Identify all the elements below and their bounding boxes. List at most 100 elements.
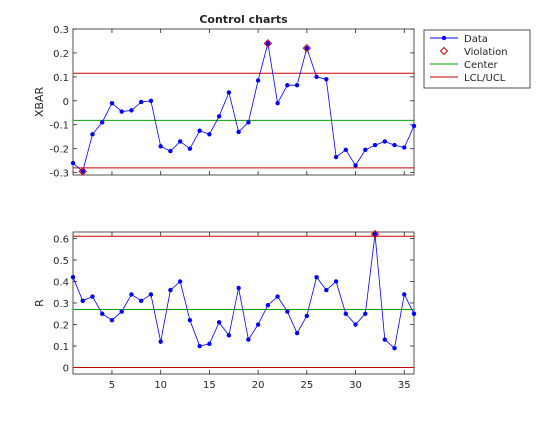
data-point: [411, 311, 417, 316]
data-point: [402, 292, 407, 297]
data-point: [80, 298, 85, 304]
y-tick-label: 0.1: [53, 342, 69, 353]
data-point: [139, 298, 144, 304]
data-point: [275, 294, 280, 299]
violation-marker: [370, 229, 380, 239]
data-point: [226, 90, 232, 95]
data-point: [363, 147, 368, 153]
data-point: [216, 114, 222, 119]
data-point: [236, 285, 241, 291]
data-point: [304, 45, 310, 51]
data-point: [343, 147, 348, 153]
x-tick-label: 15: [203, 380, 216, 391]
data-point: [372, 142, 378, 148]
data-point: [411, 123, 417, 129]
data-point: [324, 287, 329, 293]
y-axis-label: XBAR: [33, 87, 46, 118]
data-point: [255, 322, 261, 327]
chart-title: Control charts: [199, 13, 288, 26]
y-tick-label: -0.3: [49, 169, 69, 180]
data-point: [304, 313, 310, 319]
legend-box: [423, 29, 531, 89]
y-tick-label: 0.4: [53, 277, 69, 288]
legend-label: Data: [464, 34, 488, 45]
data-point: [207, 132, 212, 137]
data-point: [119, 309, 124, 314]
x-tick-label: 35: [398, 380, 411, 391]
data-point: [226, 333, 232, 338]
data-point: [148, 292, 154, 297]
y-tick-label: -0.1: [49, 121, 69, 132]
legend-label: Center: [464, 60, 499, 71]
data-point: [275, 100, 280, 106]
data-point: [392, 345, 397, 351]
data-point: [236, 129, 241, 135]
data-series-line: [72, 234, 415, 349]
data-point: [158, 144, 163, 149]
legend-label: Violation: [464, 47, 508, 58]
y-tick-label: 0.6: [53, 234, 69, 245]
data-point: [333, 279, 339, 284]
data-point: [392, 142, 397, 148]
data-point: [168, 287, 173, 293]
legend-label: LCL/UCL: [464, 73, 506, 84]
data-point: [139, 99, 144, 105]
x-tick-label: 25: [300, 380, 313, 391]
data-point: [382, 139, 387, 144]
data-point: [246, 337, 251, 342]
data-point: [168, 148, 173, 154]
data-point: [314, 274, 319, 280]
data-point: [109, 318, 115, 323]
data-point: [197, 343, 202, 349]
data-point: [285, 309, 290, 314]
data-point: [324, 77, 329, 82]
data-point: [216, 320, 222, 325]
data-point: [70, 274, 76, 280]
data-point: [382, 337, 387, 342]
data-point: [80, 169, 85, 174]
data-point: [177, 139, 183, 144]
data-point: [285, 83, 290, 88]
x-tick-label: 5: [109, 380, 115, 391]
violation-marker: [78, 167, 87, 176]
data-point: [158, 339, 163, 344]
data-point: [119, 109, 124, 114]
data-point: [129, 292, 134, 297]
data-point: [90, 132, 95, 137]
range-chart: R 0 0.1 0.2 0.3 0.4 0.5 0.6 5 10 15 20 25 30 35: [33, 229, 417, 391]
data-point: [100, 120, 105, 125]
x-tick-label: 10: [154, 380, 167, 391]
data-point: [90, 294, 95, 299]
data-point: [187, 146, 193, 151]
legend-swatch-diamond: [439, 46, 449, 56]
data-point: [333, 154, 339, 160]
data-point: [70, 160, 76, 166]
data-point: [314, 74, 319, 80]
y-tick-label: 0.1: [53, 73, 69, 84]
plot-area: [72, 28, 415, 176]
data-point: [255, 78, 261, 83]
violation-marker: [263, 39, 273, 48]
violation-marker: [302, 43, 312, 53]
y-tick-label: 0.2: [53, 321, 69, 332]
y-tick-label: 0.5: [53, 256, 69, 267]
y-axis-label: R: [33, 299, 46, 307]
y-tick-label: 0: [63, 364, 69, 375]
data-point: [353, 322, 358, 327]
y-tick-label: 0: [63, 97, 69, 108]
data-point: [265, 302, 271, 308]
data-point: [246, 120, 251, 125]
plot-area: [72, 231, 415, 375]
data-point: [294, 83, 300, 88]
y-tick-label: -0.2: [49, 145, 69, 156]
y-tick-label: 0.3: [53, 25, 69, 36]
data-point: [207, 341, 212, 347]
legend-swatch-marker: [441, 35, 447, 41]
chart-legend: Data Violation Center LCL/UCL: [423, 29, 531, 89]
data-point: [343, 311, 348, 316]
data-point: [197, 128, 202, 133]
x-tick-label: 20: [252, 380, 265, 391]
xbar-chart: Control charts XBAR -0.3 -0.2 -0.1 0 0.1 0.2 0.3: [33, 13, 417, 180]
